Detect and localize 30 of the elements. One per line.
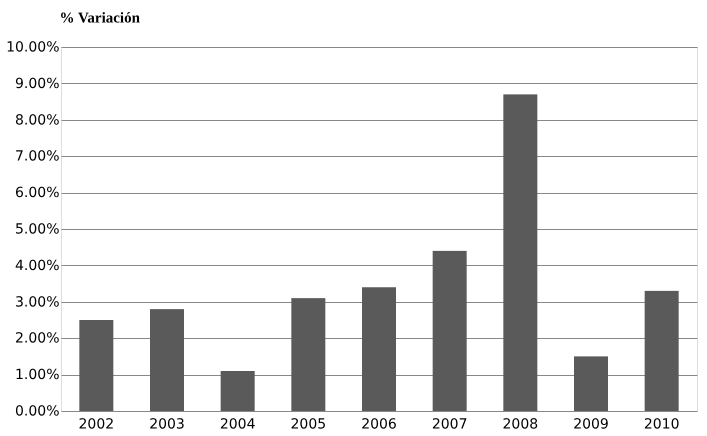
bar — [574, 356, 608, 411]
y-tick-label: 2.00% — [15, 330, 60, 347]
x-tick-label: 2010 — [644, 416, 680, 432]
bar — [79, 320, 114, 411]
bar — [503, 94, 538, 411]
y-axis-title: % Variación — [60, 10, 141, 26]
x-tick-label: 2002 — [78, 416, 114, 432]
x-tick-label: 2005 — [290, 416, 326, 432]
y-tick-label: 1.00% — [15, 367, 60, 384]
y-tick-label: 4.00% — [15, 258, 60, 274]
bar — [432, 250, 467, 411]
x-tick-label: 2009 — [573, 416, 609, 432]
x-tick-label: 2007 — [432, 416, 468, 432]
y-tick-label: 10.00% — [6, 40, 60, 56]
x-tick-label: 2003 — [149, 416, 185, 432]
bar — [220, 370, 255, 411]
bar — [291, 298, 326, 411]
y-tick-label: 0.00% — [15, 404, 60, 420]
bar — [150, 309, 184, 411]
y-tick-label: 9.00% — [15, 76, 60, 92]
y-tick-label: 3.00% — [15, 294, 60, 310]
y-tick-label: 5.00% — [15, 222, 60, 238]
bar — [644, 290, 679, 411]
y-tick-label: 6.00% — [15, 185, 60, 202]
x-tick-label: 2006 — [361, 416, 397, 432]
x-tick-label: 2008 — [502, 416, 538, 432]
y-tick-label: 7.00% — [15, 148, 60, 165]
y-tick-label: 8.00% — [15, 112, 60, 128]
bar — [362, 287, 396, 411]
x-tick-label: 2004 — [220, 416, 256, 432]
